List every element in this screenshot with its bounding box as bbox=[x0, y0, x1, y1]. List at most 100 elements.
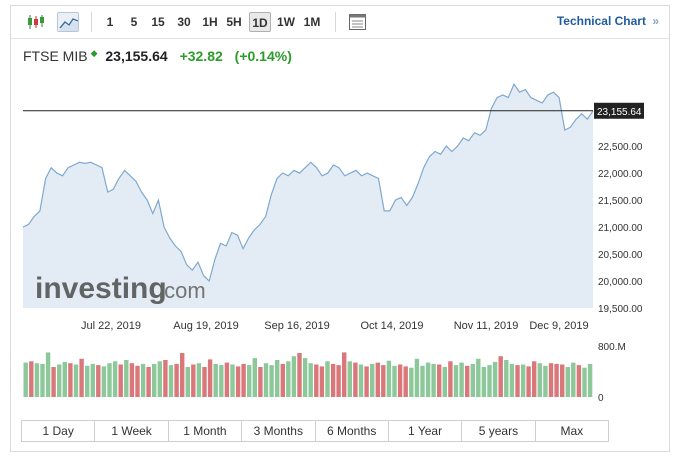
range-1-month[interactable]: 1 Month bbox=[169, 421, 243, 441]
volume-bar bbox=[219, 365, 224, 397]
volume-zero-label: 0 bbox=[598, 393, 604, 404]
range-1-day[interactable]: 1 Day bbox=[22, 421, 96, 441]
timeframe-15[interactable]: 15 bbox=[151, 15, 165, 29]
timeframe-1h[interactable]: 1H bbox=[202, 15, 218, 29]
volume-bar bbox=[191, 364, 196, 397]
volume-bar bbox=[520, 364, 526, 397]
technical-chart-link[interactable]: Technical Chart » bbox=[557, 14, 659, 28]
volume-bar bbox=[465, 365, 470, 397]
volume-bar bbox=[73, 364, 79, 397]
volume-bar bbox=[140, 363, 146, 397]
volume-bar bbox=[202, 367, 207, 397]
volume-bar bbox=[286, 361, 291, 397]
volume-bar bbox=[207, 359, 213, 397]
volume-bar bbox=[129, 363, 135, 397]
volume-bar bbox=[112, 361, 118, 397]
volume-bar bbox=[560, 364, 565, 397]
volume-bar bbox=[504, 360, 509, 397]
volume-bar bbox=[470, 363, 475, 397]
x-tick-label: Oct 14, 2019 bbox=[361, 320, 424, 332]
double-chevron-right-icon: » bbox=[652, 14, 659, 28]
volume-bar bbox=[247, 365, 252, 397]
volume-bar bbox=[370, 363, 375, 397]
timeframe-1w[interactable]: 1W bbox=[277, 15, 295, 29]
volume-bar bbox=[57, 364, 62, 397]
price-area bbox=[23, 84, 593, 308]
volume-bar bbox=[392, 365, 397, 397]
volume-bar bbox=[358, 364, 364, 397]
current-price-box bbox=[594, 102, 644, 119]
volume-bar bbox=[459, 362, 464, 397]
y-tick-label: 20,000.00 bbox=[598, 277, 643, 288]
x-tick-label: Jul 22, 2019 bbox=[81, 320, 141, 332]
volume-bar bbox=[420, 365, 425, 397]
volume-bar bbox=[498, 356, 503, 397]
volume-bar bbox=[40, 363, 45, 397]
last-price: 23,155.64 bbox=[105, 48, 168, 64]
price-change-percent: (+0.14%) bbox=[234, 48, 292, 64]
volume-bar bbox=[157, 361, 162, 397]
volume-bar bbox=[163, 360, 168, 397]
chart-widget: 1 5 15 30 1H 5H 1D 1W 1M Technical Chart… bbox=[10, 5, 670, 452]
current-price-label: 23,155.64 bbox=[597, 107, 642, 118]
price-chart[interactable]: investing.com 23,155.64 19,500.00 20,000.00… bbox=[11, 6, 671, 453]
y-tick-label: 22,000.00 bbox=[598, 169, 643, 180]
volume-bar bbox=[414, 358, 420, 398]
volume-max-label: 800.M bbox=[598, 342, 626, 353]
volume-bar bbox=[509, 363, 515, 397]
volume-bar bbox=[403, 366, 408, 397]
range-3-months[interactable]: 3 Months bbox=[242, 421, 316, 441]
volume-bar bbox=[34, 363, 40, 397]
volume-bar bbox=[213, 363, 218, 397]
timeframe-1d[interactable]: 1D bbox=[249, 12, 271, 32]
timeframe-5[interactable]: 5 bbox=[130, 15, 138, 29]
volume-bar bbox=[29, 361, 34, 397]
range-max[interactable]: Max bbox=[560, 424, 584, 438]
volume-bar bbox=[180, 353, 185, 397]
volume-bar bbox=[196, 363, 202, 397]
x-tick-label: Dec 9, 2019 bbox=[529, 320, 588, 332]
volume-bar bbox=[79, 358, 84, 398]
volume-bar bbox=[565, 367, 570, 397]
volume-bar bbox=[85, 365, 90, 397]
volume-bar bbox=[448, 361, 453, 397]
volume-bar bbox=[381, 365, 386, 397]
volume-bar bbox=[325, 361, 330, 397]
volume-bar bbox=[62, 361, 67, 397]
volume-bar bbox=[397, 364, 403, 397]
y-tick-label: 21,500.00 bbox=[598, 196, 643, 207]
volume-bar bbox=[90, 363, 95, 397]
volume-bar bbox=[453, 365, 459, 397]
volume-bar bbox=[515, 365, 520, 397]
indicators-panel-icon[interactable] bbox=[347, 12, 369, 32]
volume-bar bbox=[118, 364, 123, 397]
timeframe-1[interactable]: 1 bbox=[106, 15, 114, 29]
x-tick-label: Aug 19, 2019 bbox=[173, 320, 238, 332]
line-chart-icon[interactable] bbox=[57, 12, 79, 32]
volume-bar bbox=[587, 363, 593, 397]
volume-bar bbox=[124, 360, 129, 397]
volume-bar bbox=[68, 363, 73, 397]
range-6-months[interactable]: 6 Months bbox=[316, 421, 389, 441]
timeframe-5h[interactable]: 5H bbox=[226, 15, 242, 29]
volume-bar bbox=[481, 367, 487, 397]
volume-bar bbox=[582, 367, 587, 397]
volume-bar bbox=[51, 367, 56, 397]
timeframe-30[interactable]: 30 bbox=[177, 15, 191, 29]
range-1-week[interactable]: 1 Week bbox=[95, 421, 169, 441]
volume-bar bbox=[174, 363, 179, 397]
volume-bar bbox=[241, 363, 246, 397]
volume-bar bbox=[308, 363, 313, 397]
volume-bar bbox=[291, 356, 297, 397]
volume-bar bbox=[146, 367, 151, 397]
volume-bar bbox=[45, 352, 51, 397]
timeframe-1m[interactable]: 1M bbox=[303, 15, 321, 29]
range-5-years[interactable]: 5 years bbox=[462, 421, 536, 441]
volume-bar bbox=[364, 366, 369, 397]
candlestick-icon[interactable] bbox=[25, 12, 47, 32]
volume-bar bbox=[375, 362, 380, 397]
volume-bar bbox=[526, 366, 531, 397]
range-1-year[interactable]: 1 Year bbox=[389, 421, 463, 441]
volume-bar bbox=[554, 363, 559, 397]
volume-bar bbox=[224, 362, 230, 397]
